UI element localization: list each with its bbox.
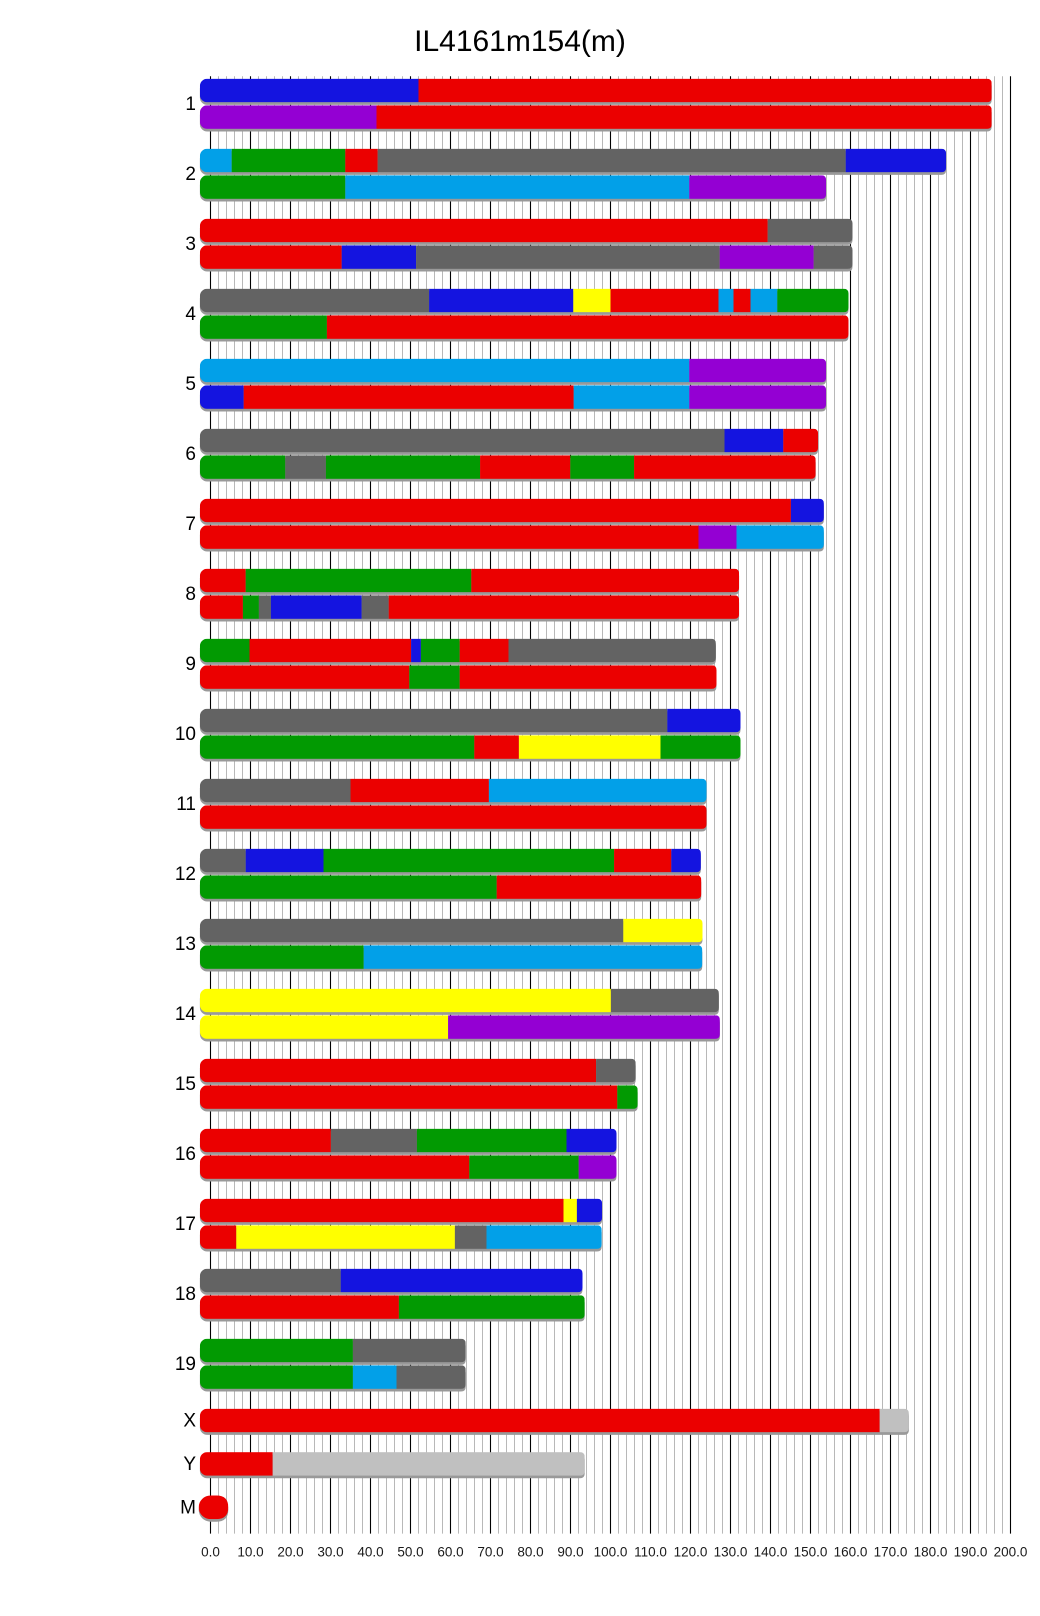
svg-text:130.0: 130.0 <box>714 1545 748 1560</box>
svg-text:110.0: 110.0 <box>634 1545 667 1560</box>
svg-text:200.0: 200.0 <box>994 1545 1028 1560</box>
svg-text:5: 5 <box>185 374 196 395</box>
svg-text:19: 19 <box>175 1354 196 1375</box>
svg-text:2: 2 <box>185 164 196 185</box>
svg-text:20.0: 20.0 <box>277 1545 303 1560</box>
svg-text:Y: Y <box>183 1454 196 1475</box>
svg-text:X: X <box>183 1411 196 1432</box>
svg-text:9: 9 <box>185 654 196 675</box>
svg-text:16: 16 <box>175 1144 196 1165</box>
svg-text:13: 13 <box>175 934 196 955</box>
svg-text:150.0: 150.0 <box>794 1545 828 1560</box>
svg-text:0.0: 0.0 <box>201 1545 220 1560</box>
svg-text:M: M <box>180 1497 196 1518</box>
svg-text:14: 14 <box>175 1004 197 1025</box>
svg-text:180.0: 180.0 <box>914 1545 948 1560</box>
svg-text:30.0: 30.0 <box>317 1545 343 1560</box>
svg-text:170.0: 170.0 <box>874 1545 908 1560</box>
svg-text:7: 7 <box>185 514 196 535</box>
svg-text:4: 4 <box>185 304 196 325</box>
svg-text:IL4161m154(m): IL4161m154(m) <box>414 25 626 58</box>
svg-text:10.0: 10.0 <box>237 1545 263 1560</box>
svg-text:50.0: 50.0 <box>397 1545 423 1560</box>
svg-text:100.0: 100.0 <box>594 1545 628 1560</box>
svg-text:12: 12 <box>175 864 196 885</box>
svg-text:80.0: 80.0 <box>517 1545 543 1560</box>
svg-text:1: 1 <box>185 94 196 115</box>
svg-text:40.0: 40.0 <box>357 1545 383 1560</box>
svg-text:10: 10 <box>175 724 196 745</box>
svg-text:11: 11 <box>176 794 196 815</box>
svg-text:17: 17 <box>175 1214 196 1235</box>
svg-text:160.0: 160.0 <box>834 1545 868 1560</box>
svg-text:190.0: 190.0 <box>954 1545 988 1560</box>
svg-text:15: 15 <box>175 1074 196 1095</box>
svg-text:8: 8 <box>185 584 196 605</box>
svg-text:6: 6 <box>185 444 196 465</box>
svg-text:18: 18 <box>175 1284 196 1305</box>
svg-text:90.0: 90.0 <box>557 1545 583 1560</box>
svg-text:70.0: 70.0 <box>477 1545 503 1560</box>
svg-text:3: 3 <box>185 234 196 255</box>
svg-text:60.0: 60.0 <box>437 1545 463 1560</box>
svg-text:140.0: 140.0 <box>754 1545 788 1560</box>
svg-text:120.0: 120.0 <box>674 1545 708 1560</box>
